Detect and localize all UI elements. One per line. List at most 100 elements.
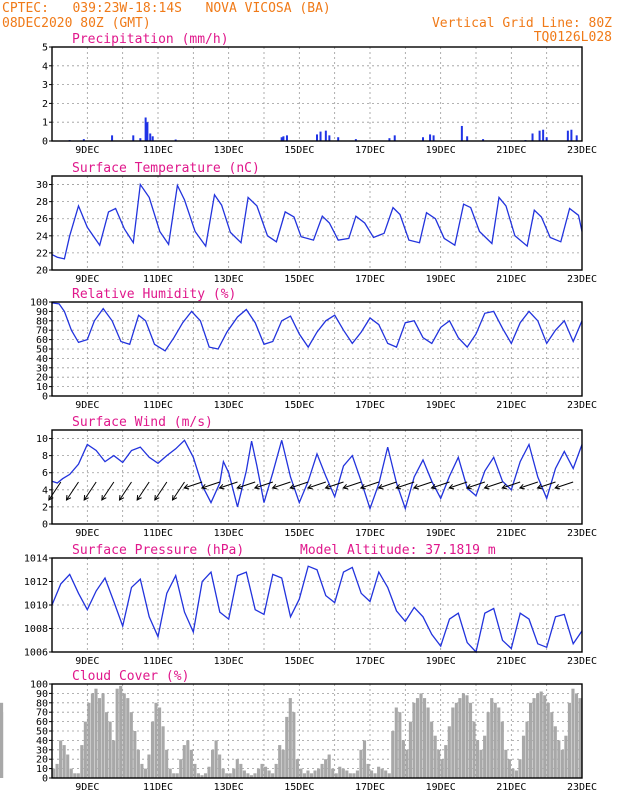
cloud-bar [398, 712, 402, 778]
wind-arrow-head [465, 483, 472, 490]
cloud-bar [504, 749, 508, 778]
cloud-bar [179, 759, 183, 778]
panel-precip: 0 1 2 3 4 5 9DEC 11DEC 13DEC 15DEC 17DEC 19DEC 21DEC… [42, 32, 597, 156]
cloud-bar [408, 721, 412, 778]
wind-arrow [272, 481, 291, 489]
cloud-bar [461, 693, 465, 778]
x-tick-label: 9DEC [75, 400, 99, 411]
precip-bar [324, 130, 327, 141]
cloud-bar [373, 773, 377, 778]
precip-bar [174, 139, 177, 141]
cloud-bar [362, 740, 367, 778]
panel-title: Surface Temperature (nC) [72, 161, 260, 176]
y-tick-label: 70 [36, 708, 48, 719]
cloud-bar [288, 698, 292, 778]
wind-arrow-head [101, 494, 107, 501]
cloud-bar [518, 759, 522, 778]
x-tick-label: 15DEC [284, 656, 314, 667]
cloud-bar [465, 695, 469, 778]
cloud-bar [468, 702, 473, 778]
wind-arrow-head [448, 483, 455, 490]
wind-arrow [119, 481, 132, 501]
wind-arrow [466, 481, 485, 489]
y-tick-label: 70 [36, 326, 48, 337]
wind-arrow-head [342, 483, 349, 490]
cloud-bar [249, 775, 253, 778]
x-tick-label: 23DEC [567, 528, 597, 539]
y-tick-label: 26 [36, 214, 48, 225]
precip-bar [354, 139, 357, 141]
precip-bar [575, 135, 578, 141]
precip-bar [388, 138, 391, 141]
cloud-bar [108, 721, 112, 778]
cloud-bar [101, 693, 105, 778]
x-tick-label: 13DEC [214, 145, 244, 156]
cloud-bar [412, 702, 416, 778]
wind-arrow-head [395, 483, 402, 490]
precip-bar [538, 130, 541, 141]
cloud-bar [69, 768, 73, 778]
x-tick-label: 21DEC [496, 528, 526, 539]
cloud-bar [419, 693, 423, 778]
y-tick-label: 40 [36, 736, 48, 747]
wind-arrow [254, 481, 273, 489]
cloud-bar [525, 721, 529, 778]
cloud-bar [154, 702, 158, 778]
cloud-bar [76, 773, 80, 778]
cloud-bar [553, 726, 557, 778]
wind-arrow-head [483, 483, 490, 490]
wind-arrow [66, 481, 79, 501]
y-tick-label: 10 [36, 764, 48, 775]
wind-arrow [237, 481, 256, 489]
cloud-bar [352, 773, 356, 778]
cloud-bar [186, 740, 190, 778]
cloud-bar [560, 749, 564, 778]
wind-arrow [307, 481, 326, 489]
cloud-bar [200, 775, 204, 778]
x-tick-label: 11DEC [143, 782, 173, 793]
cloud-bar [235, 759, 239, 778]
header-date: 08DEC2020 80Z (GMT) [2, 16, 151, 31]
cloud-bar [228, 773, 232, 778]
wind-arrow [325, 481, 344, 489]
y-tick-label: 10 [36, 434, 48, 445]
cloud-bar [387, 773, 391, 778]
wind-arrow [502, 481, 521, 489]
panel-pressure: 1006 1008 1010 1012 1014 9DEC 11DEC 13DEC 15DEC 1… [24, 543, 597, 667]
x-tick-label: 13DEC [214, 656, 244, 667]
cloud-bar [232, 768, 236, 778]
precip-bar [337, 137, 340, 141]
y-tick-label: 60 [36, 335, 48, 346]
x-tick-label: 17DEC [355, 145, 385, 156]
panel-wind: 0 2 4 6 8 10 9DEC 11DEC 13DEC 15DEC 17DEC 19DEC 21DE… [36, 415, 597, 539]
wind-arrow-head [536, 483, 543, 490]
y-tick-label: 1008 [24, 624, 48, 635]
y-tick-label: 40 [36, 354, 48, 365]
x-tick-label: 9DEC [75, 274, 99, 285]
wind-arrow-head [136, 494, 142, 501]
y-tick-label: 24 [36, 231, 48, 242]
cloud-bar [324, 759, 328, 778]
wind-arrow-head [154, 494, 160, 501]
cloud-bar [483, 735, 487, 778]
y-tick-label: 100 [30, 680, 48, 691]
y-tick-label: 0 [42, 774, 48, 785]
wind-arrow-head [253, 483, 260, 490]
cloud-bar [394, 707, 398, 778]
cloud-bar [285, 716, 289, 778]
precip-bar [328, 135, 331, 141]
panel-frame [51, 175, 583, 271]
cloud-bar [571, 688, 575, 778]
precip-bar [466, 136, 469, 141]
y-tick-label: 5 [42, 43, 48, 54]
y-tick-label: 28 [36, 197, 48, 208]
cloud-bar [246, 773, 250, 778]
x-tick-label: 15DEC [284, 274, 314, 285]
wind-arrow-head [377, 483, 384, 490]
cloud-bar [550, 712, 554, 778]
wind-arrow [290, 481, 309, 489]
cloud-bar [83, 721, 87, 778]
cloud-bar [539, 691, 543, 778]
x-tick-label: 9DEC [75, 145, 99, 156]
wind-arrow-head [171, 494, 178, 501]
